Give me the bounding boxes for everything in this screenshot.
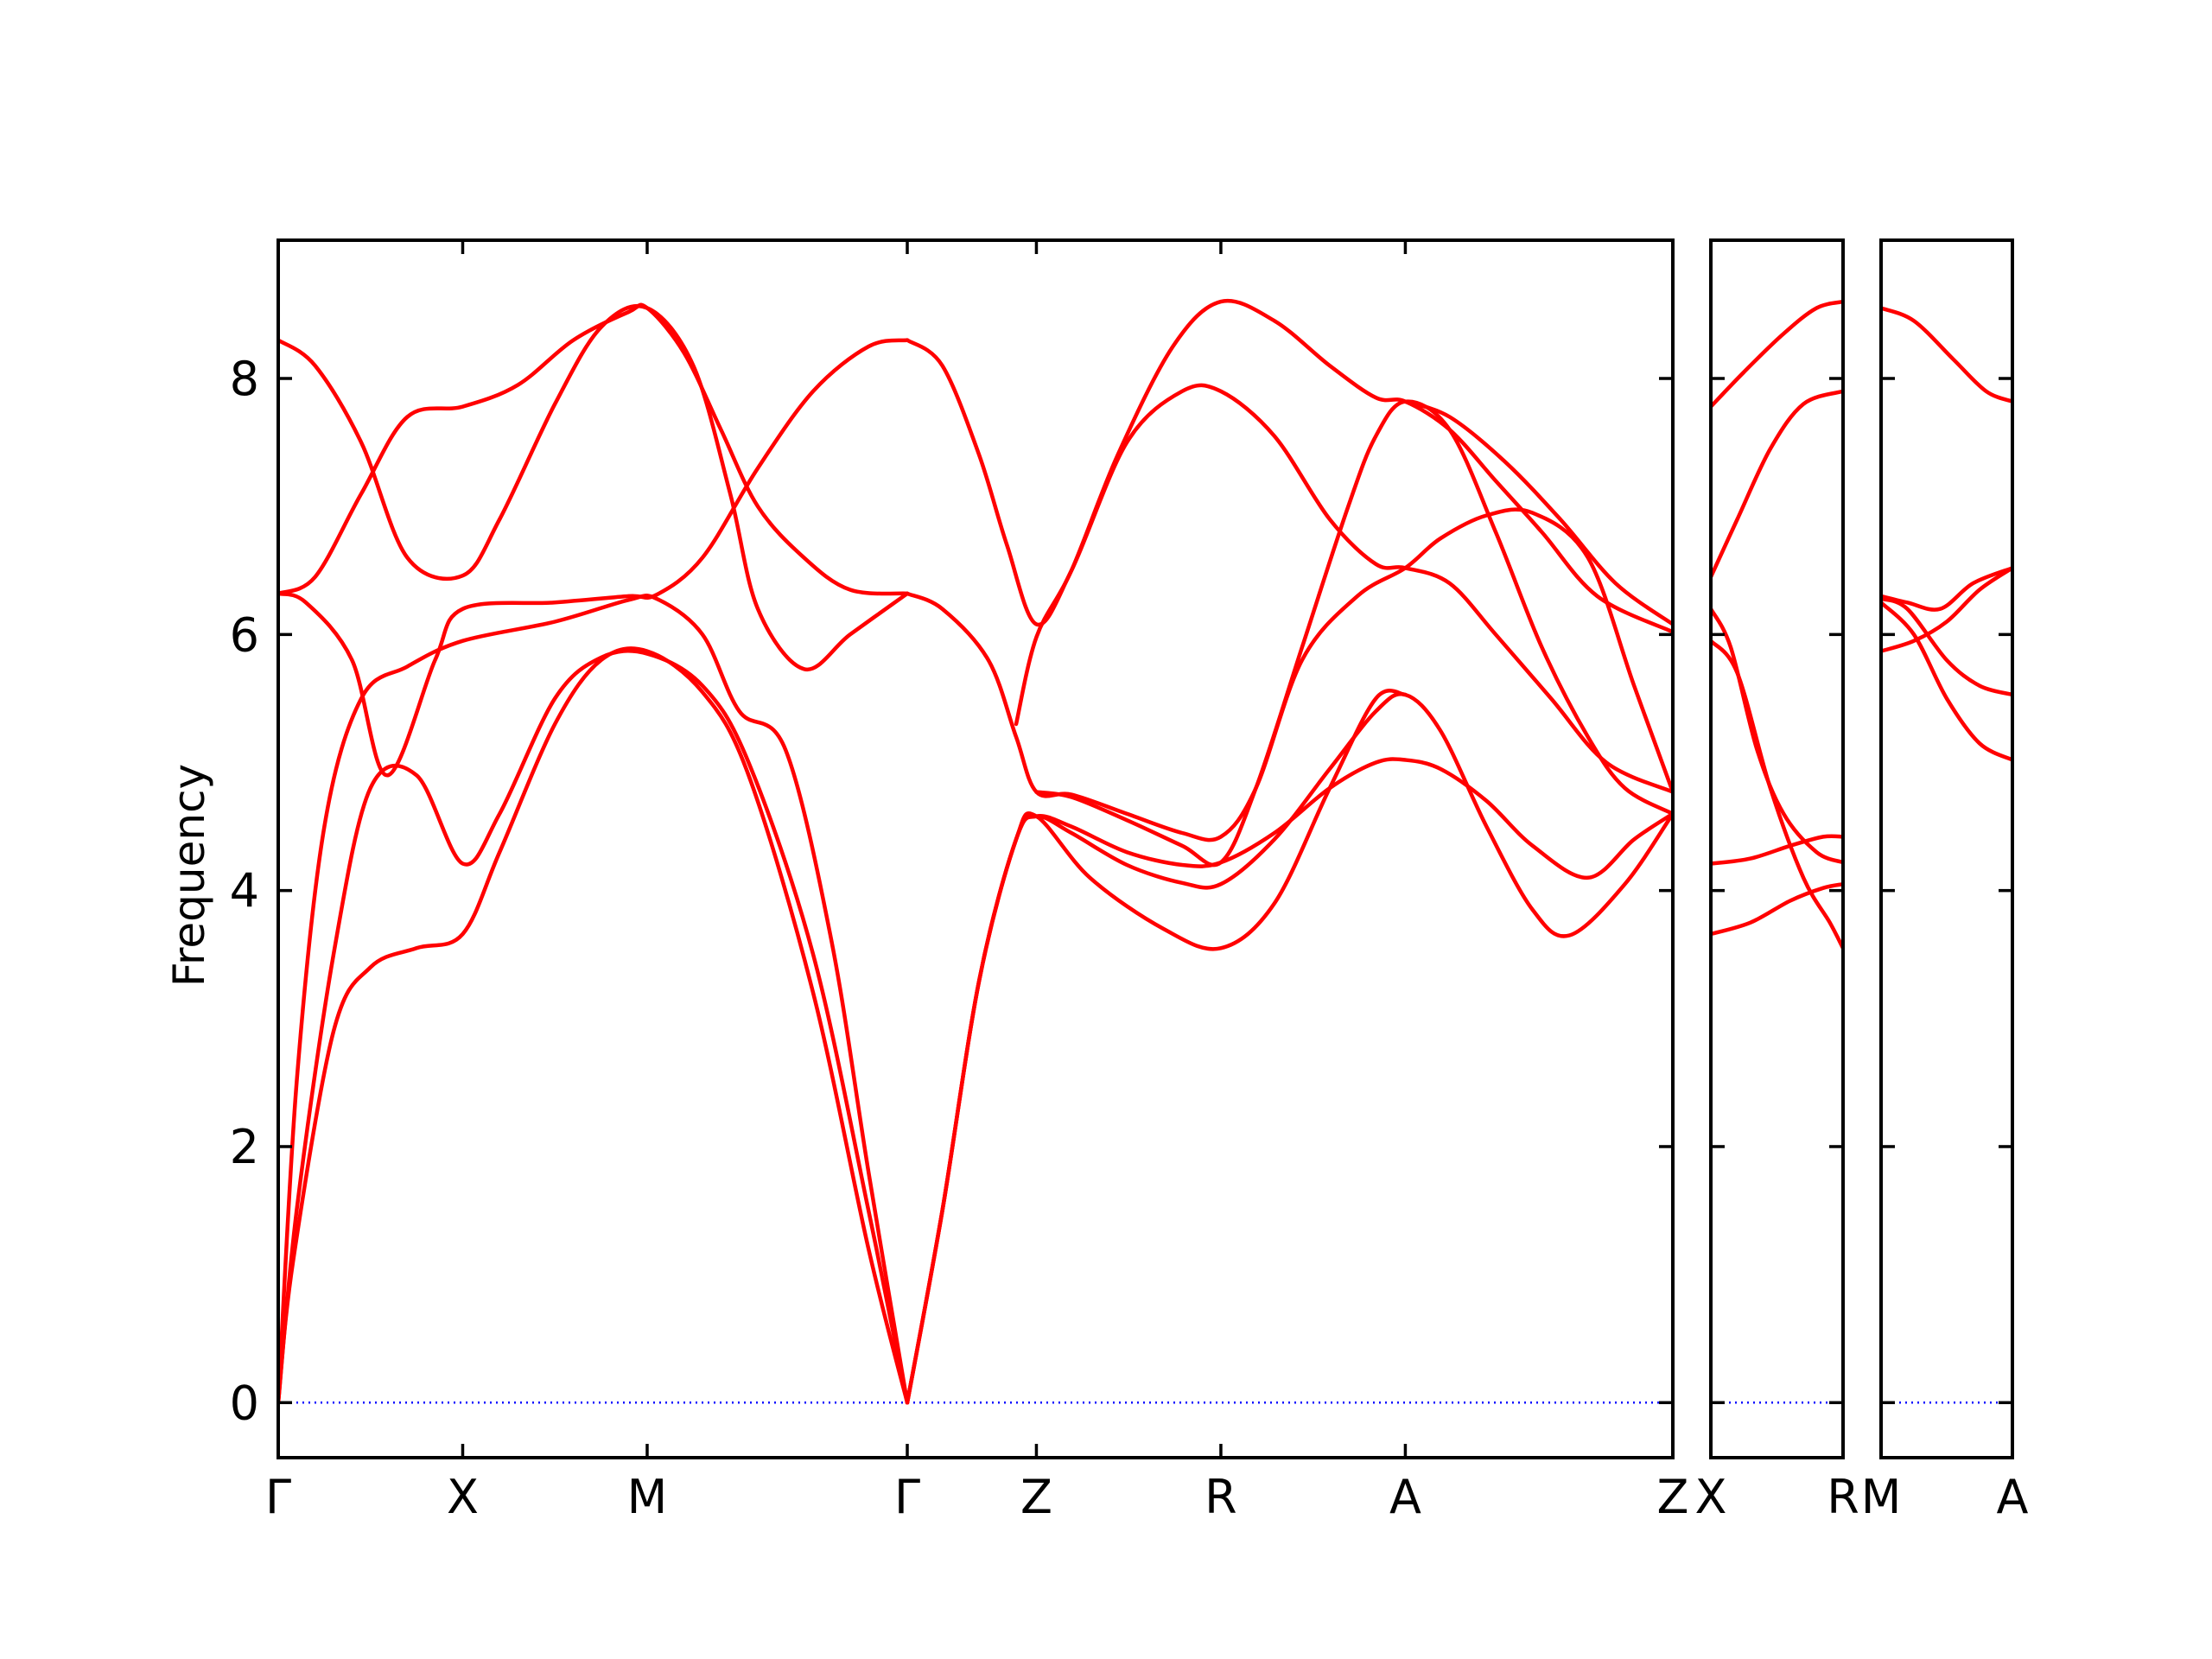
band-main-2 bbox=[278, 649, 910, 1405]
x-tick-label: Z bbox=[1657, 1470, 1689, 1524]
x-tick-label: X bbox=[447, 1470, 479, 1524]
bands-ma bbox=[1881, 306, 2012, 762]
y-tick-label: 6 bbox=[230, 607, 259, 662]
band-ma-2 bbox=[1881, 566, 2012, 612]
band-main-9 bbox=[905, 689, 1408, 1405]
band-xr-5 bbox=[1711, 834, 1843, 866]
band-xr-2 bbox=[1711, 389, 1843, 579]
x-tick-label: X bbox=[1695, 1470, 1727, 1524]
band-main-7 bbox=[905, 691, 1673, 1405]
band-xr-6 bbox=[1711, 881, 1843, 937]
y-tick-label: 0 bbox=[230, 1376, 259, 1430]
band-xr-3 bbox=[1711, 607, 1843, 865]
band-main-6 bbox=[278, 303, 910, 671]
x-tick-label: Z bbox=[1020, 1470, 1052, 1524]
band-main-14 bbox=[1403, 399, 1673, 626]
y-axis-label: Frequency bbox=[164, 764, 214, 987]
band-ma-1 bbox=[1881, 306, 2012, 404]
panel-frame-main bbox=[276, 238, 1675, 1459]
band-main-12 bbox=[1014, 298, 1673, 727]
y-tick-label: 4 bbox=[230, 864, 259, 918]
band-main-4 bbox=[278, 338, 910, 778]
band-ma-3 bbox=[1881, 596, 2012, 697]
y-tick-label: 2 bbox=[230, 1120, 259, 1174]
band-main-1 bbox=[278, 646, 910, 1405]
band-xr-4 bbox=[1711, 639, 1843, 950]
band-main-10 bbox=[905, 507, 1673, 842]
band-main-5 bbox=[278, 302, 910, 596]
panel-frame-xr bbox=[1709, 238, 1845, 1459]
x-tick-label: A bbox=[1997, 1470, 2029, 1524]
band-main-8 bbox=[905, 757, 1673, 1405]
band-ma-4 bbox=[1881, 601, 2012, 762]
x-tick-label: Γ bbox=[265, 1470, 291, 1524]
band-ma-5 bbox=[1881, 566, 2012, 653]
band-xr-1 bbox=[1711, 299, 1843, 409]
band-main-3 bbox=[278, 593, 910, 1405]
y-tick-label: 8 bbox=[230, 352, 259, 406]
band-main-13 bbox=[1034, 399, 1673, 868]
x-tick-label: Γ bbox=[894, 1470, 920, 1524]
x-tick-label: M bbox=[1861, 1470, 1902, 1524]
x-tick-label: M bbox=[627, 1470, 668, 1524]
x-tick-label: R bbox=[1205, 1470, 1237, 1524]
x-tick-label: A bbox=[1389, 1470, 1421, 1524]
bands-xr bbox=[1711, 299, 1843, 950]
x-tick-label: R bbox=[1827, 1470, 1859, 1524]
panel-main: Γ X M Γ Z R A Z 0 2 4 6 8 bbox=[230, 238, 1689, 1524]
band-main-11 bbox=[905, 338, 1673, 794]
panel-frame-ma bbox=[1879, 238, 2014, 1459]
bands-main bbox=[278, 298, 1673, 1405]
